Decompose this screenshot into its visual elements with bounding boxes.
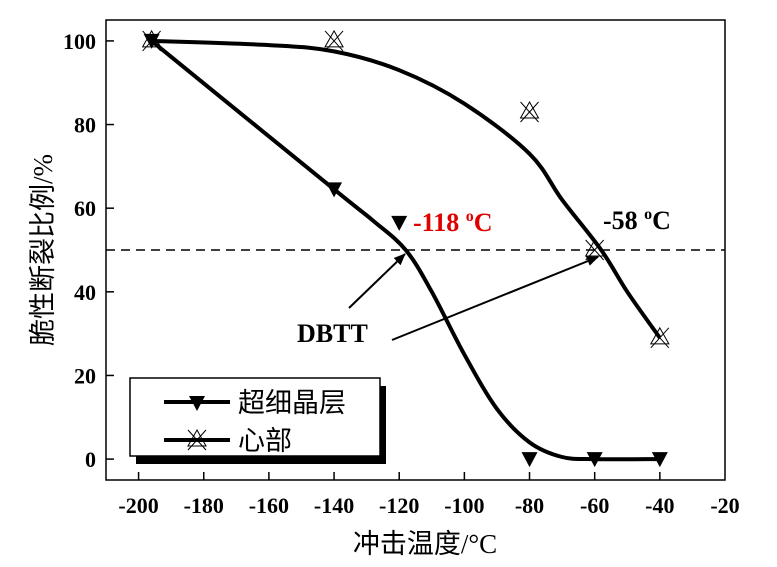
annotation-58: -58 oC	[603, 206, 671, 235]
x-tick-label: -60	[580, 493, 609, 518]
y-tick-label: 60	[74, 196, 96, 221]
x-tick-label: -20	[710, 493, 739, 518]
marker-cross	[520, 101, 539, 123]
legend-label-core: 心部	[238, 426, 292, 456]
fit-curve-series-1	[151, 38, 662, 339]
y-axis-label: 脆性断裂比例/%	[28, 154, 58, 346]
x-tick-label: -80	[515, 493, 544, 518]
marker-cross	[324, 30, 344, 52]
dbtt-arrow-1	[348, 253, 406, 309]
marker-cross	[650, 327, 670, 349]
y-tick-label: 20	[74, 363, 96, 388]
y-tick-label: 80	[74, 113, 96, 138]
x-axis-label: 冲击温度/°C	[353, 529, 497, 559]
annotation-dbtt: DBTT	[297, 319, 368, 348]
marker-triangle	[649, 326, 670, 345]
legend-triangle-marker	[189, 396, 205, 411]
y-tick-label: 0	[85, 447, 96, 472]
annotation-118: -118 oC	[413, 208, 493, 237]
data-point-core	[141, 29, 162, 52]
x-tick-label: -140	[314, 493, 354, 518]
x-tick-label: -40	[645, 493, 674, 518]
x-tick-label: -180	[184, 493, 224, 518]
data-point-ufg-layer	[586, 452, 603, 468]
data-point-ufg-layer	[391, 215, 408, 231]
dbtt-arrow-2	[391, 256, 599, 341]
data-point-ufg-layer	[651, 452, 668, 468]
marker-cross	[142, 30, 161, 52]
x-tick-label: -100	[444, 493, 484, 518]
legend-label-ufg-layer: 超细晶层	[238, 388, 346, 418]
data-point-ufg-layer	[521, 452, 538, 468]
y-tick-label: 40	[74, 280, 96, 305]
legend: 超细晶层 心部	[129, 377, 386, 464]
data-point-core	[324, 29, 344, 52]
data-point-core	[519, 100, 540, 123]
marker-triangle	[584, 238, 605, 257]
marker-triangle	[324, 29, 344, 48]
x-tick-label: -120	[379, 493, 419, 518]
y-tick-label: 100	[63, 29, 96, 54]
marker-triangle	[519, 100, 540, 119]
data-point-ufg-layer	[326, 182, 343, 198]
marker-triangle	[141, 29, 162, 48]
data-point-core	[649, 326, 670, 349]
x-tick-label: -160	[249, 493, 289, 518]
x-tick-label: -200	[118, 493, 158, 518]
legend-crossed-triangle-marker	[187, 428, 207, 451]
